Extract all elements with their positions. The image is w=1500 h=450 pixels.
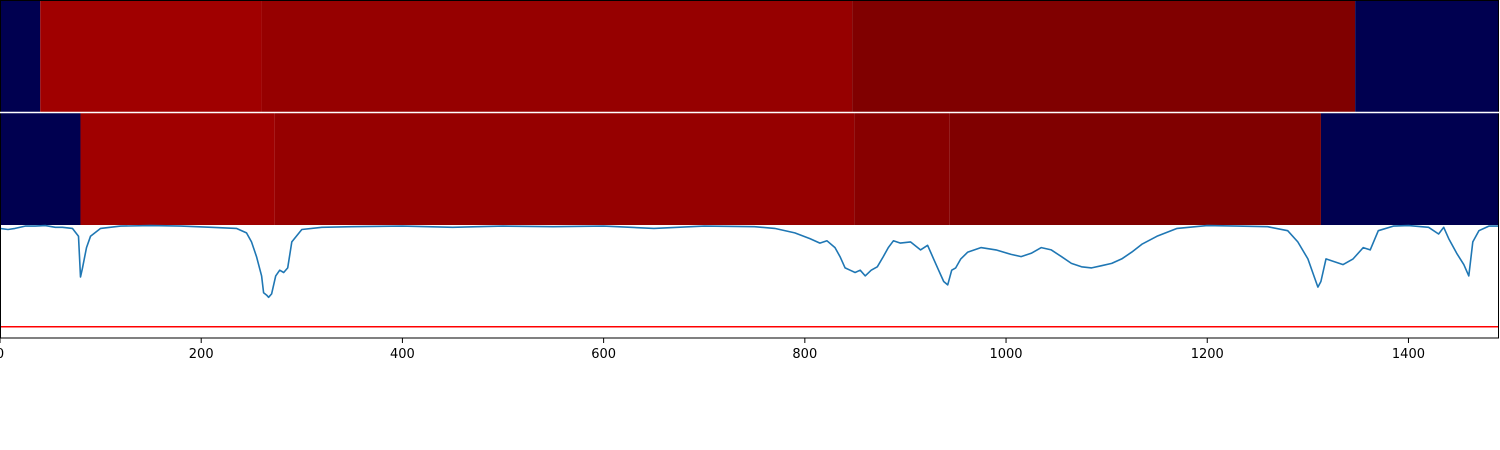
segment-2-5 [949,113,1321,225]
segment-2-2 [80,113,275,225]
x-tick-label-200: 200 [189,347,214,362]
segment-1-3 [261,0,853,112]
x-axis: 0 200 400 600 800 1000 1200 1400 [0,0,1499,362]
segment-1-5 [1355,0,1499,112]
segment-track-2 [0,113,1499,225]
segment-2-6 [1320,113,1499,225]
x-tick-label-0: 0 [0,347,4,362]
segment-1-1 [0,0,41,112]
segment-1-4 [852,0,1356,112]
series-line-1 [0,224,1499,299]
segment-2-3 [274,113,855,225]
segment-1-2 [40,0,262,112]
x-tick-label-600: 600 [591,347,616,362]
segment-tracks [0,0,1499,225]
x-tick-label-1200: 1200 [1191,347,1224,362]
x-tick-label-800: 800 [792,347,817,362]
line-plot [0,224,1499,328]
x-tick-label-400: 400 [390,347,415,362]
x-tick-label-1000: 1000 [989,347,1022,362]
x-tick-label-1400: 1400 [1392,347,1425,362]
segment-track-1 [0,0,1499,112]
segment-2-4 [854,113,950,225]
segment-2-1 [0,113,81,225]
